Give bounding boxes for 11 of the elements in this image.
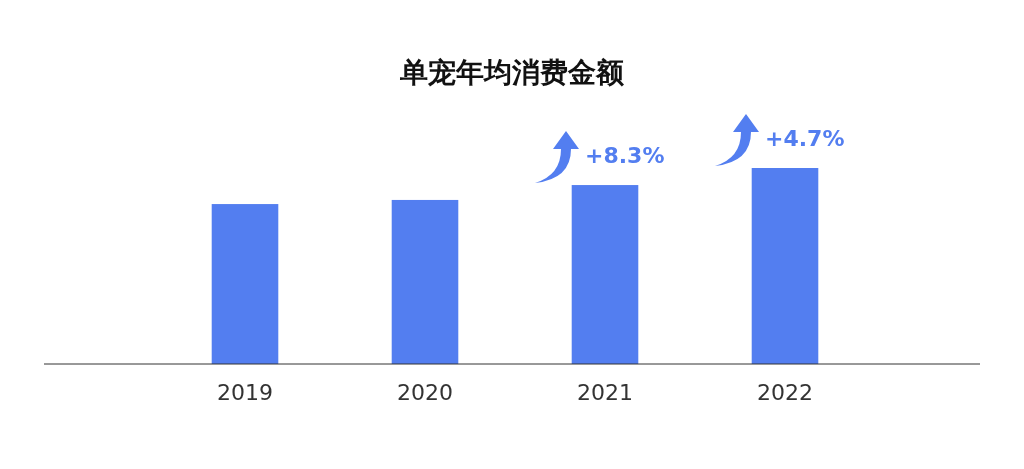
x-tick-label: 2022: [757, 380, 813, 405]
bar: [571, 185, 639, 364]
bar: [751, 168, 819, 364]
chart-title: 单宠年均消费金额: [399, 56, 625, 89]
bar: [391, 199, 459, 364]
bar: [211, 204, 279, 364]
annotation: +8.3%: [585, 143, 665, 169]
x-tick-label: 2020: [397, 380, 453, 405]
text: +4.7%: [765, 126, 845, 151]
x-tick-label: 2019: [217, 380, 273, 405]
x-tick-label: 2021: [577, 380, 633, 405]
